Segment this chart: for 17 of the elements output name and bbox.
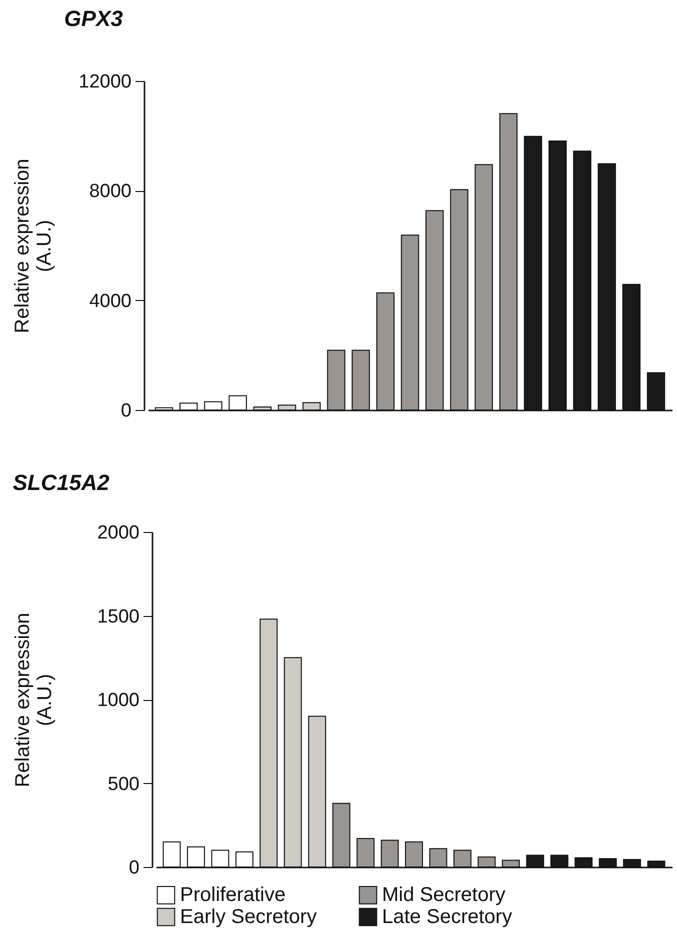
y-tick-label: 1500 — [97, 606, 140, 628]
y-tick-label: 4000 — [89, 290, 132, 312]
chart-title: GPX3 — [64, 6, 123, 31]
legend-label: Early Secretory — [180, 906, 317, 928]
y-tick-label: 2000 — [97, 522, 140, 544]
y-tick-label: 12000 — [78, 72, 132, 92]
y-axis-title: Relative expression (A.U.) — [12, 612, 56, 788]
y-tick-label: 500 — [108, 774, 140, 795]
y-axis-title: Relative expression (A.U.) — [12, 158, 56, 334]
legend-label: Mid Secretory — [382, 884, 506, 906]
chart-title: SLC15A2 — [12, 470, 110, 495]
y-tick-label: 0 — [120, 400, 132, 422]
legend-label: Late Secretory — [382, 906, 512, 928]
y-tick-label: 8000 — [89, 181, 132, 202]
y-tick-label: 0 — [128, 858, 140, 878]
y-tick-label: 1000 — [97, 690, 140, 711]
legend-label: Proliferative — [180, 884, 286, 906]
